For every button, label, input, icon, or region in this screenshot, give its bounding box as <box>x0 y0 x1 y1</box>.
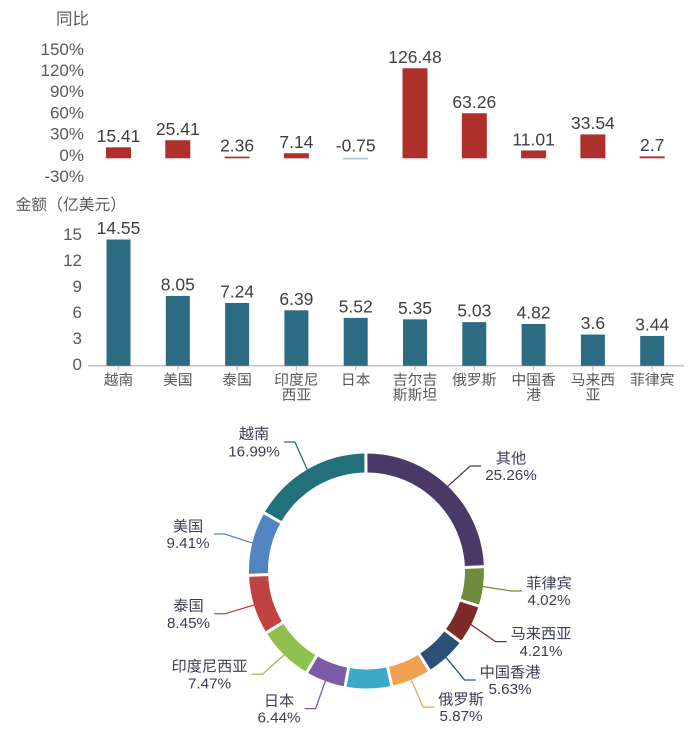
svg-text:150%: 150% <box>41 40 84 59</box>
svg-text:25.26%: 25.26% <box>485 467 537 484</box>
svg-text:5.03: 5.03 <box>457 301 491 321</box>
svg-text:2.7: 2.7 <box>640 135 664 155</box>
svg-text:3: 3 <box>73 329 82 348</box>
svg-text:15.41: 15.41 <box>97 126 141 146</box>
svg-text:5.63%: 5.63% <box>488 681 531 698</box>
svg-text:25.41: 25.41 <box>156 119 200 139</box>
svg-text:-0.75: -0.75 <box>336 136 376 156</box>
svg-text:9: 9 <box>73 277 82 296</box>
svg-text:14.55: 14.55 <box>97 218 141 238</box>
svg-text:12: 12 <box>63 251 82 270</box>
svg-text:11.01: 11.01 <box>512 129 555 149</box>
svg-text:7.47%: 7.47% <box>188 675 231 692</box>
svg-text:15: 15 <box>63 225 82 244</box>
svg-text:30%: 30% <box>50 125 84 144</box>
svg-text:5.35: 5.35 <box>398 298 432 318</box>
svg-text:7.24: 7.24 <box>220 281 254 301</box>
svg-text:120%: 120% <box>41 61 84 80</box>
svg-text:4.21%: 4.21% <box>519 643 562 660</box>
svg-text:4.82: 4.82 <box>517 302 551 322</box>
svg-text:2.36: 2.36 <box>220 135 254 155</box>
svg-text:60%: 60% <box>50 103 84 122</box>
svg-text:5.52: 5.52 <box>339 296 373 316</box>
svg-text:6.39: 6.39 <box>279 289 313 309</box>
svg-text:126.48: 126.48 <box>388 47 442 67</box>
svg-text:3.44: 3.44 <box>635 314 669 334</box>
svg-text:5.87%: 5.87% <box>439 708 482 725</box>
svg-text:33.54: 33.54 <box>571 113 615 133</box>
svg-text:-30%: -30% <box>44 167 84 186</box>
svg-text:90%: 90% <box>50 82 84 101</box>
svg-text:7.14: 7.14 <box>279 132 313 152</box>
svg-text:8.05: 8.05 <box>161 274 195 294</box>
svg-text:63.26: 63.26 <box>452 92 496 112</box>
svg-text:0: 0 <box>73 355 82 374</box>
svg-text:9.41%: 9.41% <box>166 535 209 552</box>
svg-text:6: 6 <box>73 303 82 322</box>
svg-text:6.44%: 6.44% <box>257 710 300 727</box>
svg-text:3.6: 3.6 <box>581 313 605 333</box>
svg-text:4.02%: 4.02% <box>527 592 570 609</box>
svg-text:0%: 0% <box>59 146 84 165</box>
svg-text:8.45%: 8.45% <box>167 615 210 632</box>
svg-text:16.99%: 16.99% <box>228 443 280 460</box>
